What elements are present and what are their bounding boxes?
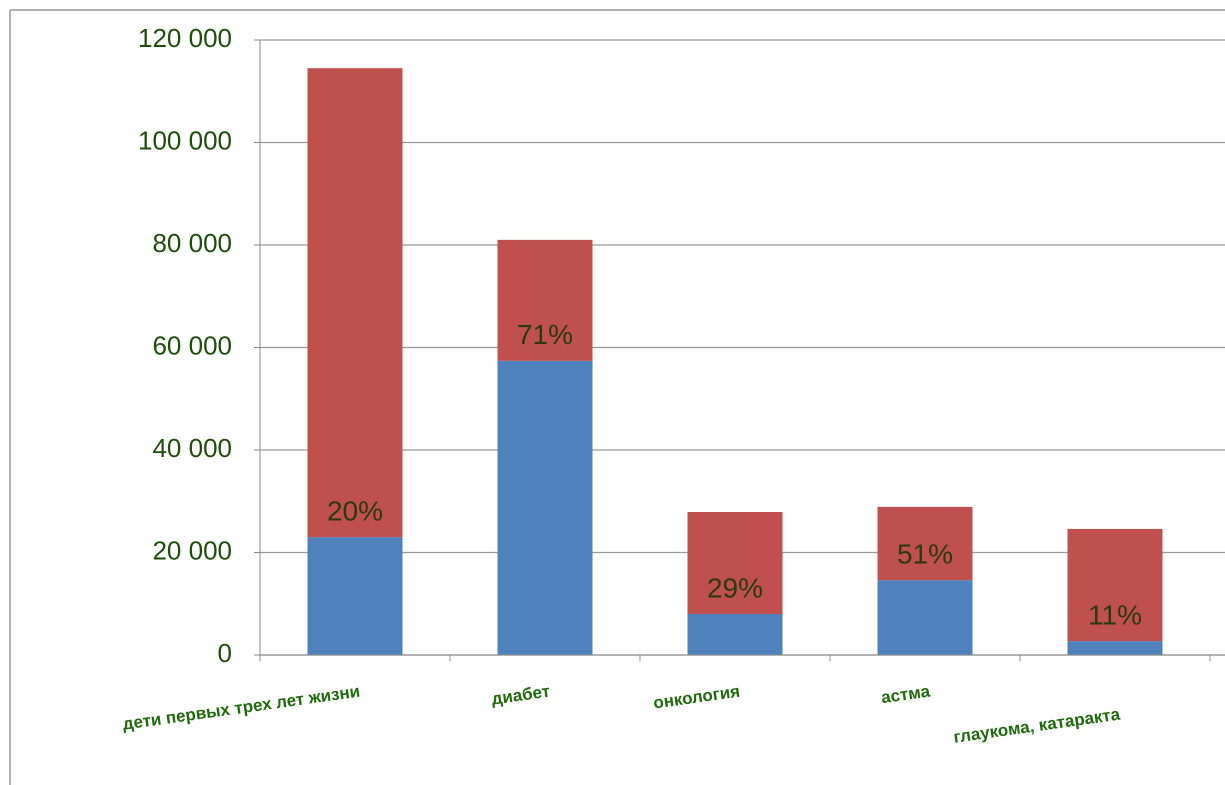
y-tick-label: 80 000 [152, 228, 232, 258]
bar-segment [497, 360, 593, 655]
x-tick-label: астма [880, 682, 932, 708]
bar-segment [497, 239, 593, 361]
share-label: 71% [517, 319, 573, 350]
y-tick-label: 60 000 [152, 330, 232, 360]
y-tick-label: 20 000 [152, 535, 232, 565]
y-tick-label: 120 000 [138, 23, 232, 53]
bar-segment [877, 580, 973, 655]
bar-segment [307, 537, 403, 655]
share-label: 11% [1088, 600, 1142, 631]
y-tick-label: 0 [218, 638, 232, 668]
y-tick-label: 40 000 [152, 433, 232, 463]
bar-segment [687, 512, 783, 614]
share-label: 51% [897, 539, 953, 570]
x-tick-label: диабет [490, 682, 551, 709]
bar-segment [877, 506, 973, 581]
x-tick-label: дети первых трех лет жизни [121, 682, 361, 734]
bar-segment [1067, 528, 1163, 642]
bar-segment [687, 614, 783, 655]
bar-segment [1067, 641, 1163, 655]
x-tick-label: онкология [652, 682, 741, 713]
bar-segment [307, 68, 403, 538]
y-tick-label: 100 000 [138, 125, 232, 155]
share-label: 20% [327, 496, 383, 527]
share-label: 29% [707, 572, 763, 603]
x-tick-label: глаукома, катаракта [952, 705, 1121, 747]
